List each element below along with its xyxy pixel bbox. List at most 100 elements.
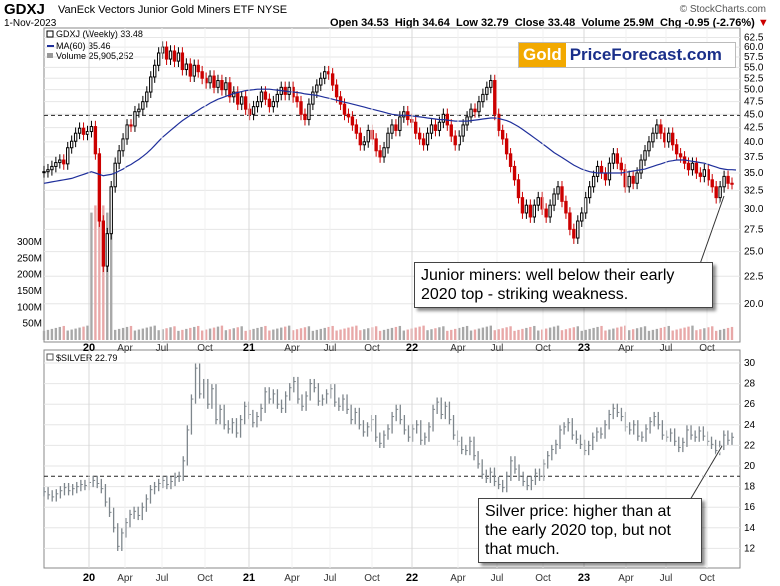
volume-bar [177,330,180,340]
volume-bar [264,325,267,340]
price-tick-label: 57.5 [744,52,764,63]
candle-body [208,75,212,84]
x-axis-label-top: 22 [406,342,418,354]
candle-body [591,175,596,188]
x-axis-label-top: Apr [618,343,634,354]
candle-body [674,144,679,155]
volume-bar [505,327,508,340]
candle-body [564,200,568,214]
volume-bar [359,330,362,340]
volume-bar [110,219,113,340]
down-arrow-icon: ▼ [757,17,769,29]
x-axis-label-top: Apr [284,343,300,354]
candle-body [117,150,121,164]
legend-volume: Volume 25,905,252 [56,51,134,61]
candle-body [512,165,517,181]
volume-bar [299,328,303,340]
candle-body [528,204,533,218]
annotation-junior-miners: Junior miners: well below their early 20… [414,262,713,308]
volume-bar [169,327,172,340]
volume-bar [161,329,164,340]
candle-body [572,228,576,239]
volume-bar [102,205,105,340]
volume-tick-label: 250M [17,253,42,264]
candle-body [690,162,695,171]
volume-bar [181,329,184,340]
candle-body [200,71,204,79]
volume-bar [639,327,643,340]
volume-bar [50,328,54,340]
candle-body [153,64,157,78]
volume-bar [74,328,77,340]
legend-price: GDXJ (Weekly) 33.48 [56,29,143,39]
security-name: VanEck Vectors Junior Gold Miners ETF NY… [58,4,287,16]
price-tick-label: 32.5 [744,185,764,196]
volume-bar [489,325,492,340]
volume-bar [193,326,196,340]
volume-bar [351,326,354,340]
annotation-line: that much. [485,541,560,558]
candle-body [303,113,307,121]
candle-body [267,98,272,108]
volume-bar [422,325,425,340]
candle-body [556,186,560,195]
x-axis-label-top: 23 [578,342,590,354]
price-tick-label: 55.0 [744,62,764,73]
candle-body [141,101,145,110]
volume-bar [568,328,572,340]
volume-bar [94,205,97,340]
volume-tick-label: 200M [17,270,42,281]
candle-body [603,172,608,181]
volume-bar [303,327,307,340]
x-axis-label-bottom: Jul [156,573,169,584]
candle-body [580,212,584,222]
volume-bar [335,330,338,340]
volume-bar [228,329,232,340]
candle-body [315,84,319,93]
volume-bar [137,329,141,340]
volume-bar [66,330,69,340]
candle-body [477,101,481,113]
volume-bar [106,212,109,340]
volume-bar [651,329,655,340]
candle-body [710,179,714,188]
volume-bar [513,330,516,340]
candle-body [532,204,536,218]
candle-body [137,108,141,113]
volume-bar [497,329,500,340]
candle-body [97,153,102,222]
candle-body [524,204,529,214]
volume-bar [256,327,259,340]
candle-body [611,153,616,164]
volume-bar [434,328,437,340]
volume-bar [224,330,228,340]
legend-silver-swatch [46,353,54,361]
candle-body [164,46,169,60]
volume-bar [730,326,734,340]
volume-bar [42,330,46,340]
candle-body [576,220,580,239]
candle-body [560,186,564,202]
volume-bar [718,329,722,340]
volume-bar [442,326,445,340]
silver-tick-label: 12 [744,543,756,554]
x-axis-label-bottom: 21 [243,572,255,584]
legend-price-swatch [46,30,54,38]
volume-bar [204,329,208,340]
x-axis-label-top: Oct [197,343,213,354]
candle-body [417,132,422,140]
volume-bar [165,328,168,340]
candle-body [544,208,548,218]
volume-bar [86,325,89,340]
candle-body [196,64,200,73]
candle-body [323,71,327,79]
volume-bar [212,327,216,340]
volume-bar [244,330,247,340]
candle-body [295,96,299,103]
volume-bar [454,328,457,340]
x-axis-label-top: 20 [83,342,95,354]
candle-body [58,159,62,164]
x-axis-label-bottom: Oct [699,573,715,584]
volume-bar [307,326,311,340]
volume-bar [339,329,342,340]
